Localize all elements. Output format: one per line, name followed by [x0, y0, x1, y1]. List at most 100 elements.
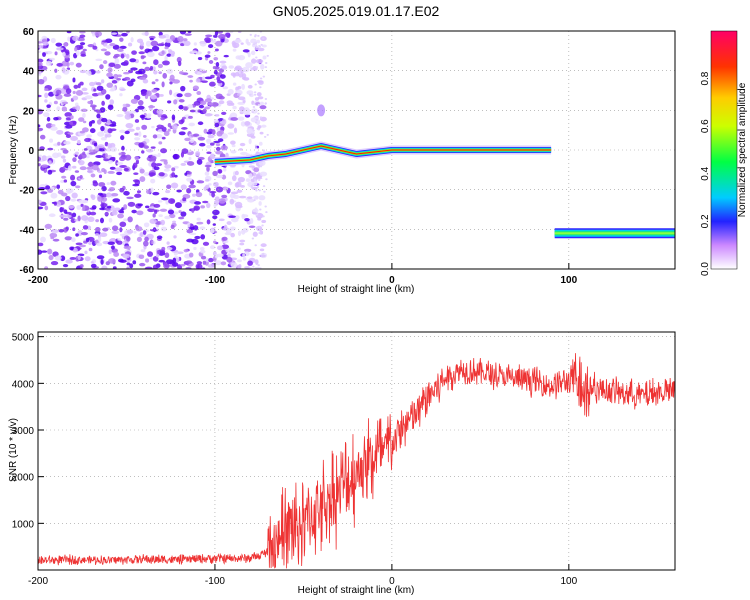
noise-speckle [110, 245, 115, 250]
noise-speckle [239, 106, 245, 112]
noise-speckle [234, 38, 242, 44]
noise-speckle [167, 128, 171, 132]
noise-speckle [41, 155, 48, 162]
noise-speckle [85, 237, 90, 243]
noise-speckle [169, 81, 173, 85]
noise-speckle [112, 266, 117, 269]
noise-speckle [205, 34, 213, 38]
noise-speckle [261, 224, 264, 227]
noise-speckle [96, 85, 104, 91]
noise-speckle [236, 189, 243, 193]
noise-speckle [145, 40, 152, 47]
noise-speckle [80, 108, 88, 112]
noise-speckle [105, 261, 110, 266]
noise-speckle [99, 64, 104, 70]
noise-speckle [106, 72, 113, 78]
colorbar-tick-label: 0.6 [700, 119, 711, 133]
noise-speckle [111, 32, 118, 35]
noise-speckle [196, 180, 205, 184]
noise-speckle [173, 165, 179, 169]
noise-speckle [100, 259, 104, 265]
noise-speckle [181, 116, 186, 120]
noise-speckle [72, 35, 80, 42]
noise-speckle [38, 249, 43, 255]
noise-speckle [266, 133, 269, 136]
noise-speckle [260, 243, 267, 248]
noise-speckle [219, 129, 224, 135]
noise-speckle [179, 71, 184, 75]
noise-speckle [249, 218, 254, 224]
noise-speckle [188, 122, 196, 127]
noise-speckle [142, 61, 147, 65]
noise-speckle [218, 33, 226, 40]
noise-speckle [193, 246, 197, 251]
noise-speckle [177, 36, 184, 42]
noise-speckle [181, 127, 188, 130]
noise-speckle [44, 266, 49, 269]
noise-speckle [245, 38, 249, 45]
noise-speckle [45, 60, 52, 66]
noise-speckle [62, 158, 67, 163]
noise-speckle [123, 218, 128, 222]
noise-speckle [38, 154, 42, 158]
noise-speckle [204, 106, 211, 110]
noise-speckle [52, 238, 60, 242]
noise-speckle [223, 54, 229, 58]
noise-speckle [96, 109, 102, 114]
noise-speckle [92, 106, 96, 111]
noise-speckle [120, 135, 125, 141]
noise-speckle [139, 114, 146, 119]
noise-speckle [221, 244, 230, 249]
noise-speckle [107, 159, 114, 164]
noise-speckle [205, 39, 211, 44]
noise-speckle [50, 123, 56, 127]
noise-speckle [130, 98, 138, 104]
noise-speckle [187, 104, 194, 109]
noise-speckle [221, 249, 227, 255]
noise-speckle [144, 31, 149, 37]
noise-speckle [158, 141, 163, 145]
noise-speckle [235, 205, 243, 209]
noise-speckle [265, 211, 268, 214]
noise-speckle [258, 141, 263, 146]
noise-speckle [264, 66, 268, 69]
noise-speckle [263, 190, 266, 193]
noise-speckle [160, 148, 168, 154]
noise-speckle [215, 40, 223, 47]
noise-speckle [178, 210, 182, 214]
noise-speckle [259, 101, 264, 106]
noise-speckle [220, 145, 228, 151]
noise-speckle [55, 74, 62, 80]
noise-speckle [191, 208, 195, 213]
noise-speckle [237, 55, 246, 61]
noise-speckle [152, 264, 158, 269]
noise-speckle [127, 216, 133, 223]
noise-speckle [254, 35, 257, 38]
noise-speckle [137, 68, 146, 75]
noise-speckle [144, 66, 151, 72]
noise-speckle [160, 116, 166, 121]
noise-speckle [164, 46, 169, 50]
noise-speckle [88, 81, 96, 87]
noise-speckle [194, 201, 201, 205]
colorbar-tick-label: 0.8 [700, 71, 711, 85]
noise-speckle [256, 176, 263, 180]
noise-speckle [248, 173, 253, 179]
noise-speckle [74, 219, 79, 222]
noise-speckle [220, 261, 227, 266]
noise-speckle [129, 110, 137, 114]
noise-speckle [233, 127, 238, 134]
noise-speckle [217, 138, 224, 142]
noise-speckle [130, 37, 134, 43]
noise-speckle [60, 207, 65, 212]
noise-speckle [132, 183, 140, 187]
noise-speckle [122, 103, 127, 108]
noise-speckle [148, 105, 156, 109]
noise-speckle [212, 223, 216, 226]
noise-speckle [217, 31, 223, 34]
noise-speckle [166, 68, 173, 74]
noise-speckle [212, 209, 220, 216]
noise-speckle [111, 156, 116, 160]
noise-speckle [127, 42, 133, 47]
noise-speckle [121, 145, 125, 151]
